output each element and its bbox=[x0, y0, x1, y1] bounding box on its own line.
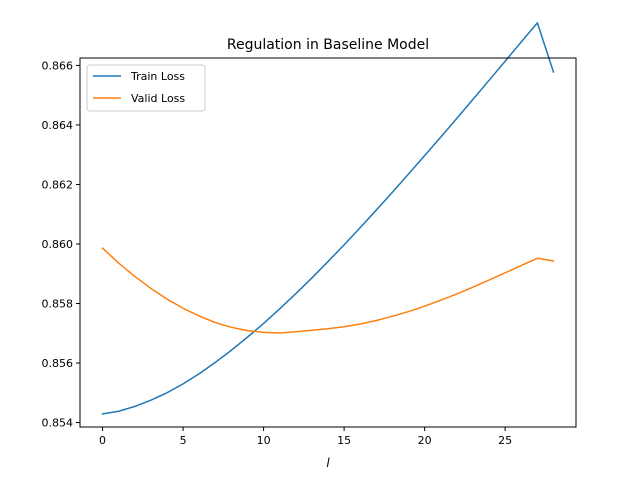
x-tick-label-2: 10 bbox=[257, 434, 271, 447]
legend: Train Loss Valid Loss bbox=[86, 64, 206, 112]
x-axis-label: l bbox=[326, 456, 330, 470]
y-tick-label-0: 0.854 bbox=[42, 417, 74, 430]
y-axis: 0.854 0.856 0.858 0.860 0.862 0.864 0.866 bbox=[42, 59, 80, 430]
y-tick-label-1: 0.856 bbox=[42, 357, 74, 370]
x-tick-label-3: 15 bbox=[337, 434, 351, 447]
x-tick-label-4: 20 bbox=[418, 434, 432, 447]
x-tick-label-1: 5 bbox=[180, 434, 187, 447]
series-line-0 bbox=[101, 22, 555, 415]
y-tick-label-3: 0.860 bbox=[42, 238, 74, 251]
plot-frame bbox=[79, 57, 577, 428]
series-layer bbox=[101, 22, 555, 415]
series-line-1 bbox=[101, 247, 555, 334]
y-tick-label-5: 0.864 bbox=[42, 119, 74, 132]
y-tick-label-4: 0.862 bbox=[42, 178, 74, 191]
y-tick-label-6: 0.866 bbox=[42, 59, 74, 72]
legend-label-train-loss: Train Loss bbox=[130, 70, 185, 83]
x-tick-label-5: 25 bbox=[498, 434, 512, 447]
y-tick-label-2: 0.858 bbox=[42, 298, 74, 311]
x-tick-label-0: 0 bbox=[99, 434, 106, 447]
chart-title: Regulation in Baseline Model bbox=[227, 37, 429, 53]
x-axis: 0 5 10 15 20 25 bbox=[99, 427, 512, 447]
legend-label-valid-loss: Valid Loss bbox=[131, 92, 185, 105]
